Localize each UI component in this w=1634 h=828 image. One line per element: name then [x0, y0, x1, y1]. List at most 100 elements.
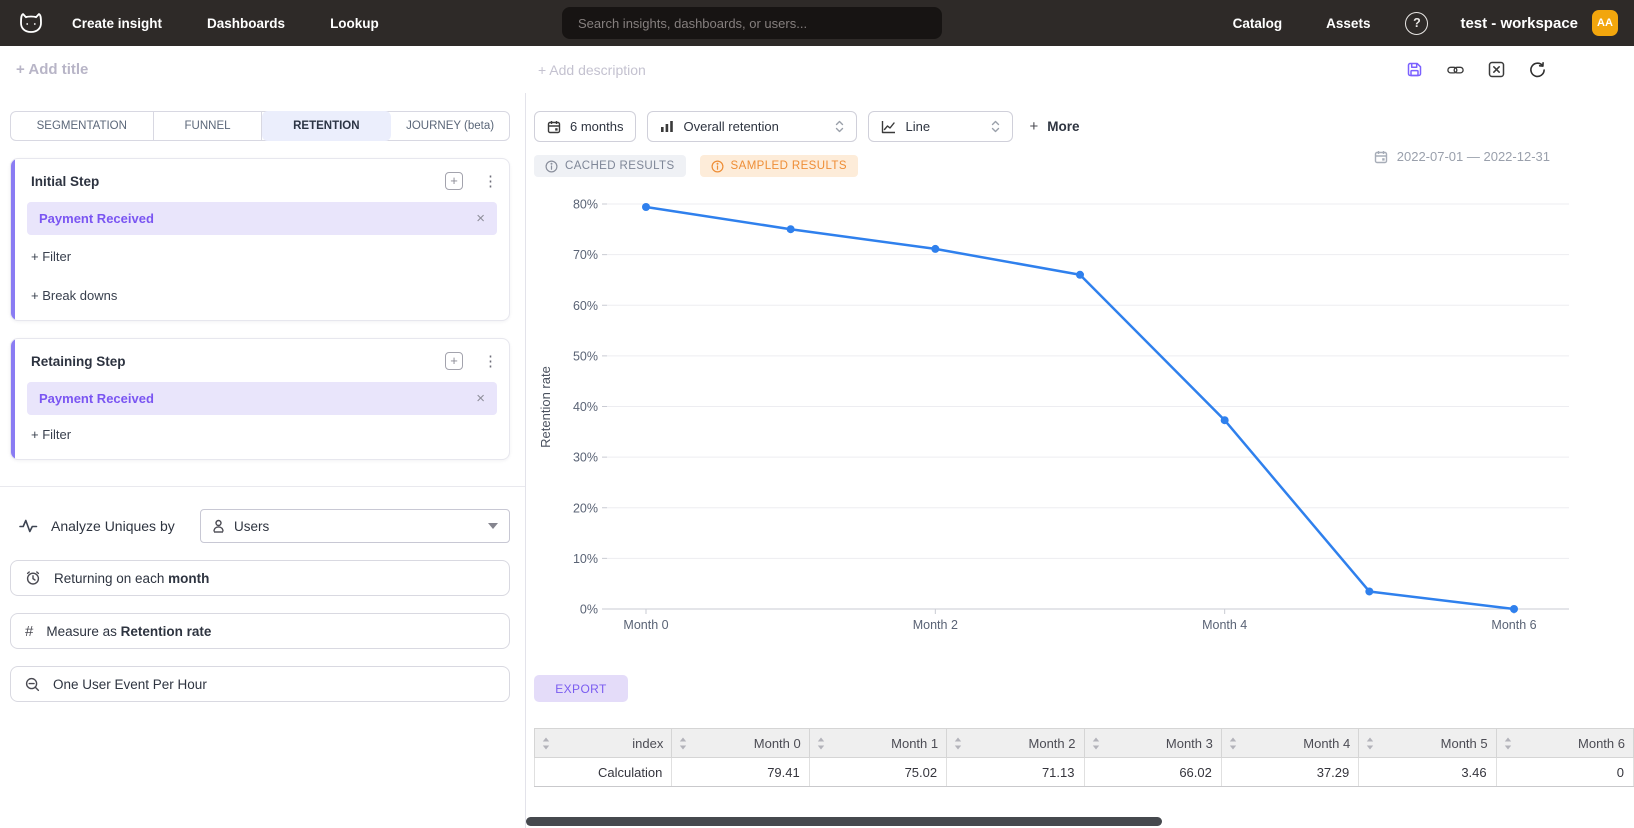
table-header-cell[interactable]: Month 6 — [1495, 728, 1634, 758]
svg-text:Month 4: Month 4 — [1202, 618, 1247, 632]
step-menu-icon[interactable]: ⋮ — [483, 353, 498, 370]
hash-icon: # — [25, 622, 34, 640]
svg-text:Month 2: Month 2 — [913, 618, 958, 632]
initial-step-card: Initial Step + ⋮ Payment Received × + Fi… — [10, 158, 510, 321]
add-description-button[interactable]: + Add description — [538, 61, 646, 78]
svg-text:0%: 0% — [580, 603, 598, 617]
one-event-per-hour-option[interactable]: One User Event Per Hour — [10, 666, 510, 702]
table-cell: 79.41 — [671, 757, 810, 787]
export-button[interactable]: EXPORT — [534, 675, 628, 702]
retention-type-select[interactable]: Overall retention — [647, 111, 858, 142]
table-cell: 71.13 — [946, 757, 1085, 787]
save-icon[interactable] — [1406, 61, 1423, 78]
add-breakdowns-link[interactable]: + Break downs — [31, 288, 118, 303]
nav-dashboards[interactable]: Dashboards — [207, 15, 286, 31]
nav-lookup[interactable]: Lookup — [330, 15, 379, 31]
horizontal-scrollbar[interactable] — [526, 817, 1162, 826]
add-event-icon[interactable]: + — [445, 352, 463, 370]
retention-line-chart: 0% 10% 20% 30% 40% 50% 60% 70% 80% Month 0 Month 2… — [534, 183, 1634, 645]
data-point[interactable] — [1076, 270, 1084, 279]
analyze-uniques-row: Analyze Uniques by Users — [10, 509, 510, 543]
add-event-icon[interactable]: + — [445, 172, 463, 190]
svg-text:80%: 80% — [573, 198, 598, 212]
query-builder-panel: SEGMENTATION FUNNEL RETENTION JOURNEY (b… — [0, 93, 526, 828]
table-row: Calculation 79.41 75.02 71.13 66.02 37.29 3.46… — [533, 757, 1634, 787]
data-point[interactable] — [1510, 605, 1518, 613]
close-square-icon[interactable] — [1488, 61, 1505, 78]
pulse-icon — [19, 519, 38, 533]
data-point[interactable] — [931, 244, 940, 253]
person-icon — [213, 519, 224, 533]
table-cell: 3.46 — [1358, 757, 1497, 787]
nav-catalog[interactable]: Catalog — [1232, 15, 1283, 31]
svg-text:Retention rate: Retention rate — [538, 366, 553, 448]
date-range-display: 2022-07-01 — 2022-12-31 — [1374, 149, 1550, 164]
refresh-icon[interactable] — [1529, 61, 1546, 78]
workspace-switcher[interactable]: test - workspace — [1460, 14, 1578, 32]
data-point[interactable] — [1365, 587, 1374, 596]
table-cell: 66.02 — [1083, 757, 1222, 787]
analyze-uniques-label: Analyze Uniques by — [51, 518, 175, 534]
add-filter-link[interactable]: + Filter — [31, 427, 72, 442]
select-chevrons-icon — [836, 120, 844, 133]
retaining-step-event-chip[interactable]: Payment Received × — [27, 382, 497, 415]
table-header-cell[interactable]: Month 1 — [808, 728, 948, 758]
nav-assets[interactable]: Assets — [1326, 15, 1371, 31]
add-title-button[interactable]: + Add title — [16, 61, 89, 78]
result-badges: CACHED RESULTS SAMPLED RESULTS — [534, 155, 1634, 177]
analyze-entity-select[interactable]: Users — [200, 509, 510, 543]
table-header-cell[interactable]: Month 2 — [946, 728, 1085, 758]
data-point[interactable] — [786, 225, 795, 234]
remove-event-icon[interactable]: × — [476, 210, 485, 227]
link-icon[interactable] — [1447, 61, 1464, 78]
sort-icon — [1367, 737, 1374, 749]
tab-retention[interactable]: RETENTION — [262, 111, 392, 141]
initial-step-title: Initial Step — [31, 173, 100, 189]
table-header-cell[interactable]: index — [533, 728, 673, 758]
cached-results-badge: CACHED RESULTS — [534, 155, 686, 177]
plus-icon: + — [1029, 118, 1039, 135]
sampled-results-badge: SAMPLED RESULTS — [699, 155, 858, 177]
table-cell: 0 — [1495, 757, 1634, 787]
user-avatar[interactable]: AA — [1592, 10, 1618, 36]
document-header: + Add title + Add description — [0, 46, 1634, 93]
table-header-cell[interactable]: Month 4 — [1220, 728, 1360, 758]
table-cell: 37.29 — [1220, 757, 1360, 787]
search-input[interactable] — [562, 7, 942, 39]
svg-text:70%: 70% — [573, 248, 598, 262]
nav-create-insight[interactable]: Create insight — [72, 15, 163, 31]
initial-step-event-chip[interactable]: Payment Received × — [27, 202, 497, 235]
chart-type-select[interactable]: Line — [868, 111, 1014, 142]
tab-funnel[interactable]: FUNNEL — [154, 112, 263, 140]
retaining-step-card: Retaining Step + ⋮ Payment Received × + … — [10, 338, 510, 460]
insight-type-tabs: SEGMENTATION FUNNEL RETENTION JOURNEY (b… — [10, 111, 510, 141]
chevron-down-icon — [488, 523, 498, 529]
table-header-cell[interactable]: Month 3 — [1083, 728, 1222, 758]
more-button[interactable]: + More — [1029, 118, 1080, 135]
results-table: index Month 0 Month 1 Month 2 Month 3 Month 4… — [533, 728, 1634, 787]
svg-text:10%: 10% — [573, 552, 598, 566]
select-chevrons-icon — [992, 120, 1000, 133]
data-point[interactable] — [642, 202, 650, 211]
date-range-button[interactable]: 6 months — [534, 111, 637, 142]
tab-segmentation[interactable]: SEGMENTATION — [11, 112, 154, 140]
line-chart-icon — [882, 120, 896, 133]
data-point[interactable] — [1220, 416, 1229, 425]
app-logo-cat-icon[interactable] — [16, 10, 46, 36]
returning-on-option[interactable]: Returning on each month — [10, 560, 510, 596]
table-header-cell[interactable]: Month 5 — [1358, 728, 1497, 758]
measure-as-option[interactable]: # Measure as Retention rate — [10, 613, 510, 649]
tab-journey[interactable]: JOURNEY (beta) — [406, 120, 495, 132]
step-menu-icon[interactable]: ⋮ — [483, 173, 498, 190]
table-header-cell[interactable]: Month 0 — [671, 728, 810, 758]
info-icon — [545, 159, 558, 173]
add-filter-link[interactable]: + Filter — [31, 249, 72, 264]
svg-text:20%: 20% — [573, 501, 598, 515]
results-panel: 6 months Overall retention Line — [526, 93, 1634, 828]
sort-icon — [680, 737, 687, 749]
help-icon[interactable]: ? — [1405, 11, 1429, 35]
panel-divider — [0, 486, 525, 487]
zoom-out-icon — [25, 677, 40, 691]
svg-text:40%: 40% — [573, 400, 598, 414]
remove-event-icon[interactable]: × — [476, 390, 485, 407]
